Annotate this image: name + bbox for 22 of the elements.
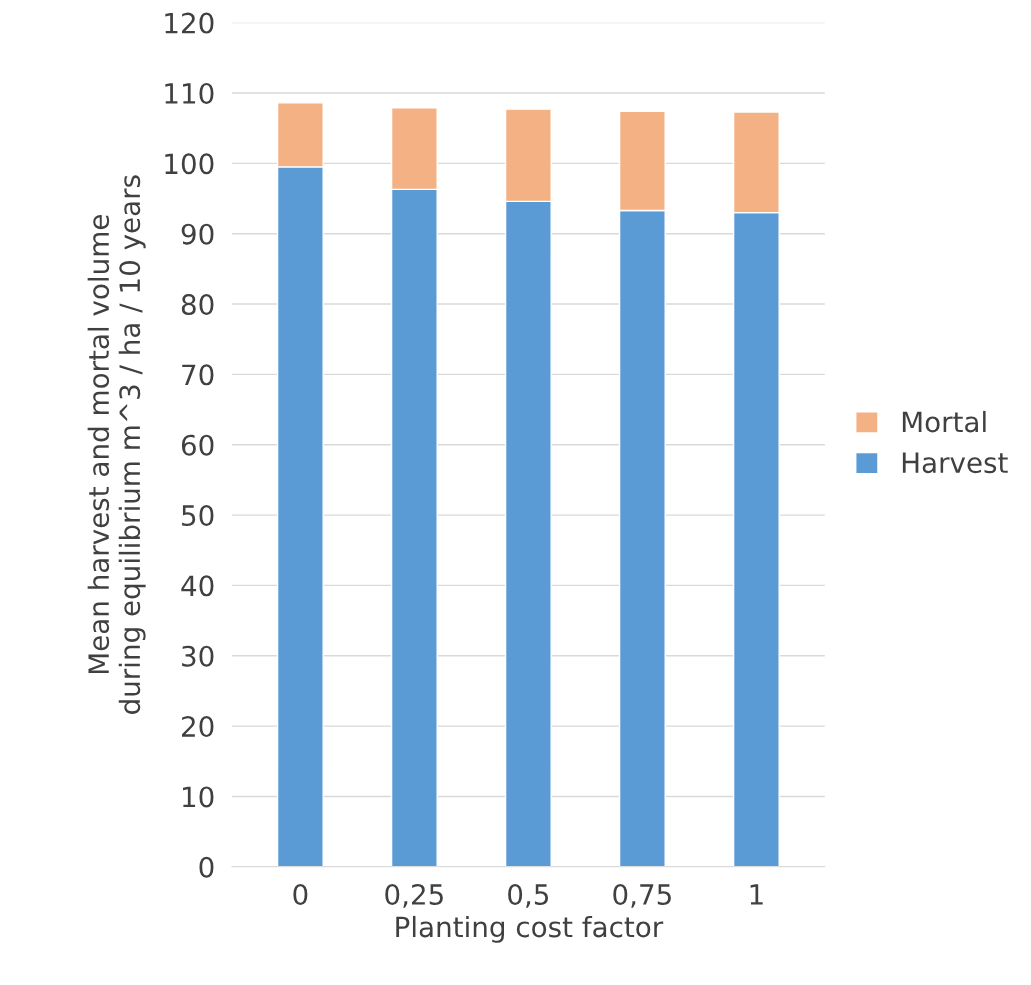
y-tick-label: 110 <box>165 82 214 104</box>
x-tick-label: 0,75 <box>613 883 671 908</box>
y-tick-label: 120 <box>165 12 214 34</box>
x-axis-title: Planting cost factor <box>396 915 664 943</box>
x-tick-label: 0,5 <box>508 883 549 908</box>
y-tick-label: 60 <box>181 434 214 456</box>
y-tick-label: 80 <box>181 293 214 315</box>
y-tick-label: 50 <box>182 505 214 527</box>
y-axis-title: Mean harvest and mortal volume during equilibrium m^3 / ha / 10 years <box>87 175 146 714</box>
y-tick-label: 0 <box>199 856 214 878</box>
legend-label: Mortal <box>902 410 986 433</box>
x-tick-label: 0,25 <box>385 883 443 908</box>
y-tick-label: 100 <box>165 153 214 175</box>
x-tick-label: 1 <box>750 884 763 905</box>
y-tick-label: 70 <box>182 364 214 386</box>
x-tick-label: 0 <box>293 883 308 905</box>
y-tick-label: 40 <box>181 575 214 597</box>
legend-label: Harvest <box>902 452 1008 474</box>
y-tick-label: 10 <box>183 786 214 808</box>
y-tick-label: 30 <box>182 645 214 667</box>
y-tick-label: 90 <box>181 223 214 245</box>
y-tick-label: 20 <box>182 716 214 738</box>
